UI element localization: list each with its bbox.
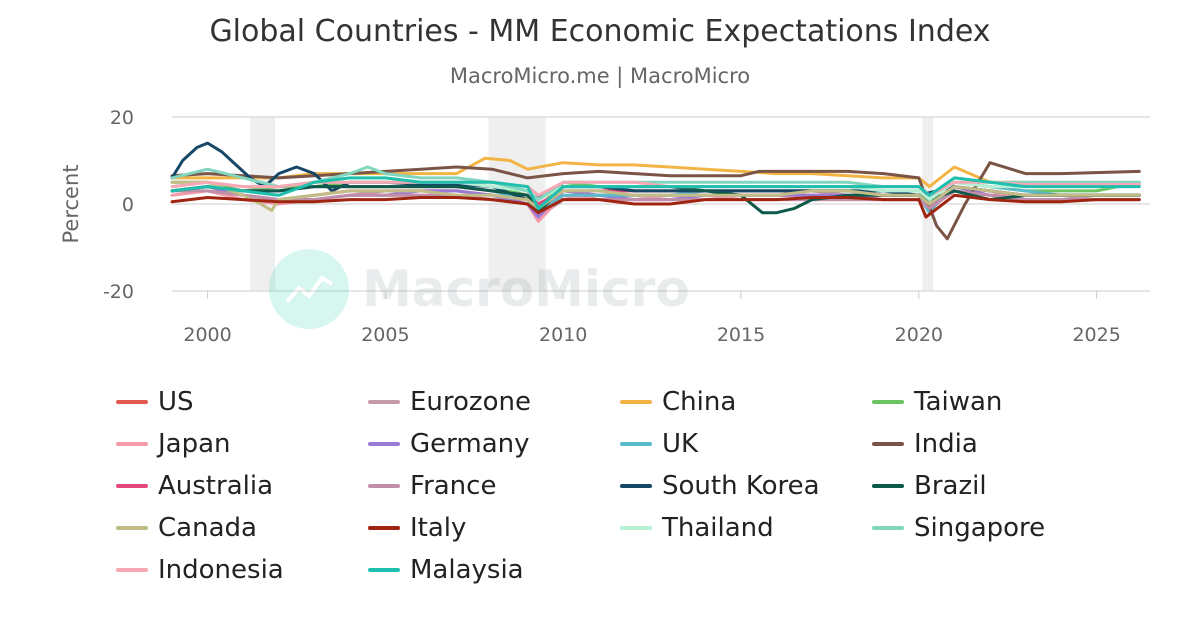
legend-item-australia[interactable]: Australia [116, 468, 273, 504]
watermark-logo-icon [269, 249, 349, 329]
legend-swatch [620, 484, 652, 488]
series-line-malaysia[interactable] [170, 176, 1141, 210]
legend-item-france[interactable]: France [368, 468, 496, 504]
legend-swatch [116, 442, 148, 446]
x-axis-ticks: 2000 2005 2010 2015 2020 2025 [183, 291, 1121, 346]
watermark: MacroMicro [269, 249, 690, 329]
legend-swatch [620, 400, 652, 404]
chart-title: Global Countries - MM Economic Expectati… [209, 14, 991, 49]
legend-item-taiwan[interactable]: Taiwan [872, 384, 1002, 420]
legend-item-thailand[interactable]: Thailand [620, 510, 774, 546]
legend-item-singapore[interactable]: Singapore [872, 510, 1045, 546]
legend-label: South Korea [662, 471, 820, 501]
legend-swatch [116, 484, 148, 488]
legend-swatch [368, 442, 400, 446]
watermark-chart-icon [285, 275, 334, 304]
legend-swatch [368, 484, 400, 488]
series-line-indonesia[interactable] [170, 180, 1141, 197]
legend-item-uk[interactable]: UK [620, 426, 698, 462]
legend-item-india[interactable]: India [872, 426, 978, 462]
x-tick-label: 2015 [717, 324, 765, 346]
legend-label: China [662, 387, 737, 417]
legend-label: Indonesia [158, 555, 284, 585]
watermark-text: MacroMicro [362, 260, 690, 318]
legend-label: Japan [158, 429, 231, 459]
chart-subtitle: MacroMicro.me | MacroMicro [449, 64, 751, 88]
legend-item-eurozone[interactable]: Eurozone [368, 384, 531, 420]
line-chart: MacroMicro 200-20 2000 2005 2010 2015 2020 20… [59, 107, 1150, 346]
y-axis-ticks: 20 0 -20 [103, 107, 134, 303]
legend-swatch [116, 568, 148, 572]
legend-item-germany[interactable]: Germany [368, 426, 530, 462]
legend-label: Eurozone [410, 387, 531, 417]
legend-label: Thailand [662, 513, 774, 543]
legend-label: Malaysia [410, 555, 524, 585]
y-tick-label: -20 [103, 281, 134, 303]
series-line-italy[interactable] [170, 193, 1141, 219]
y-tick-label: 0 [122, 194, 134, 216]
legend-swatch [872, 442, 904, 446]
x-tick-label: 2010 [539, 324, 587, 346]
series-line-canada[interactable] [170, 180, 1141, 212]
y-axis-label: Percent [59, 164, 83, 243]
legend-label: US [158, 387, 194, 417]
legend-label: France [410, 471, 497, 501]
legend-item-canada[interactable]: Canada [116, 510, 257, 546]
legend-item-italy[interactable]: Italy [368, 510, 466, 546]
legend-swatch [116, 400, 148, 404]
legend-item-japan[interactable]: Japan [116, 426, 231, 462]
legend-swatch [368, 526, 400, 530]
x-tick-label: 2025 [1072, 324, 1120, 346]
legend-label: India [914, 429, 978, 459]
legend-label: Brazil [914, 471, 987, 501]
legend-item-malaysia[interactable]: Malaysia [368, 552, 524, 588]
x-tick-label: 2000 [183, 324, 231, 346]
legend-label: Germany [410, 429, 530, 459]
legend-item-south-korea[interactable]: South Korea [620, 468, 820, 504]
legend-item-indonesia[interactable]: Indonesia [116, 552, 284, 588]
legend-swatch [620, 442, 652, 446]
legend-label: Singapore [914, 513, 1046, 543]
legend-swatch [368, 400, 400, 404]
series-lines [170, 141, 1141, 241]
y-tick-label: 20 [110, 107, 134, 129]
legend-label: Australia [158, 471, 274, 501]
legend-swatch [872, 484, 904, 488]
legend-swatch [116, 526, 148, 530]
legend-label: Taiwan [914, 387, 1003, 417]
legend-swatch [620, 526, 652, 530]
legend-label: Italy [410, 513, 467, 543]
legend-swatch [872, 400, 904, 404]
legend-swatch [872, 526, 904, 530]
legend-item-china[interactable]: China [620, 384, 736, 420]
legend-label: Canada [158, 513, 257, 543]
x-tick-label: 2005 [361, 324, 409, 346]
legend-swatch [368, 568, 400, 572]
legend-item-brazil[interactable]: Brazil [872, 468, 987, 504]
legend-item-us[interactable]: US [116, 384, 194, 420]
x-tick-label: 2020 [895, 324, 943, 346]
legend-label: UK [662, 429, 699, 459]
